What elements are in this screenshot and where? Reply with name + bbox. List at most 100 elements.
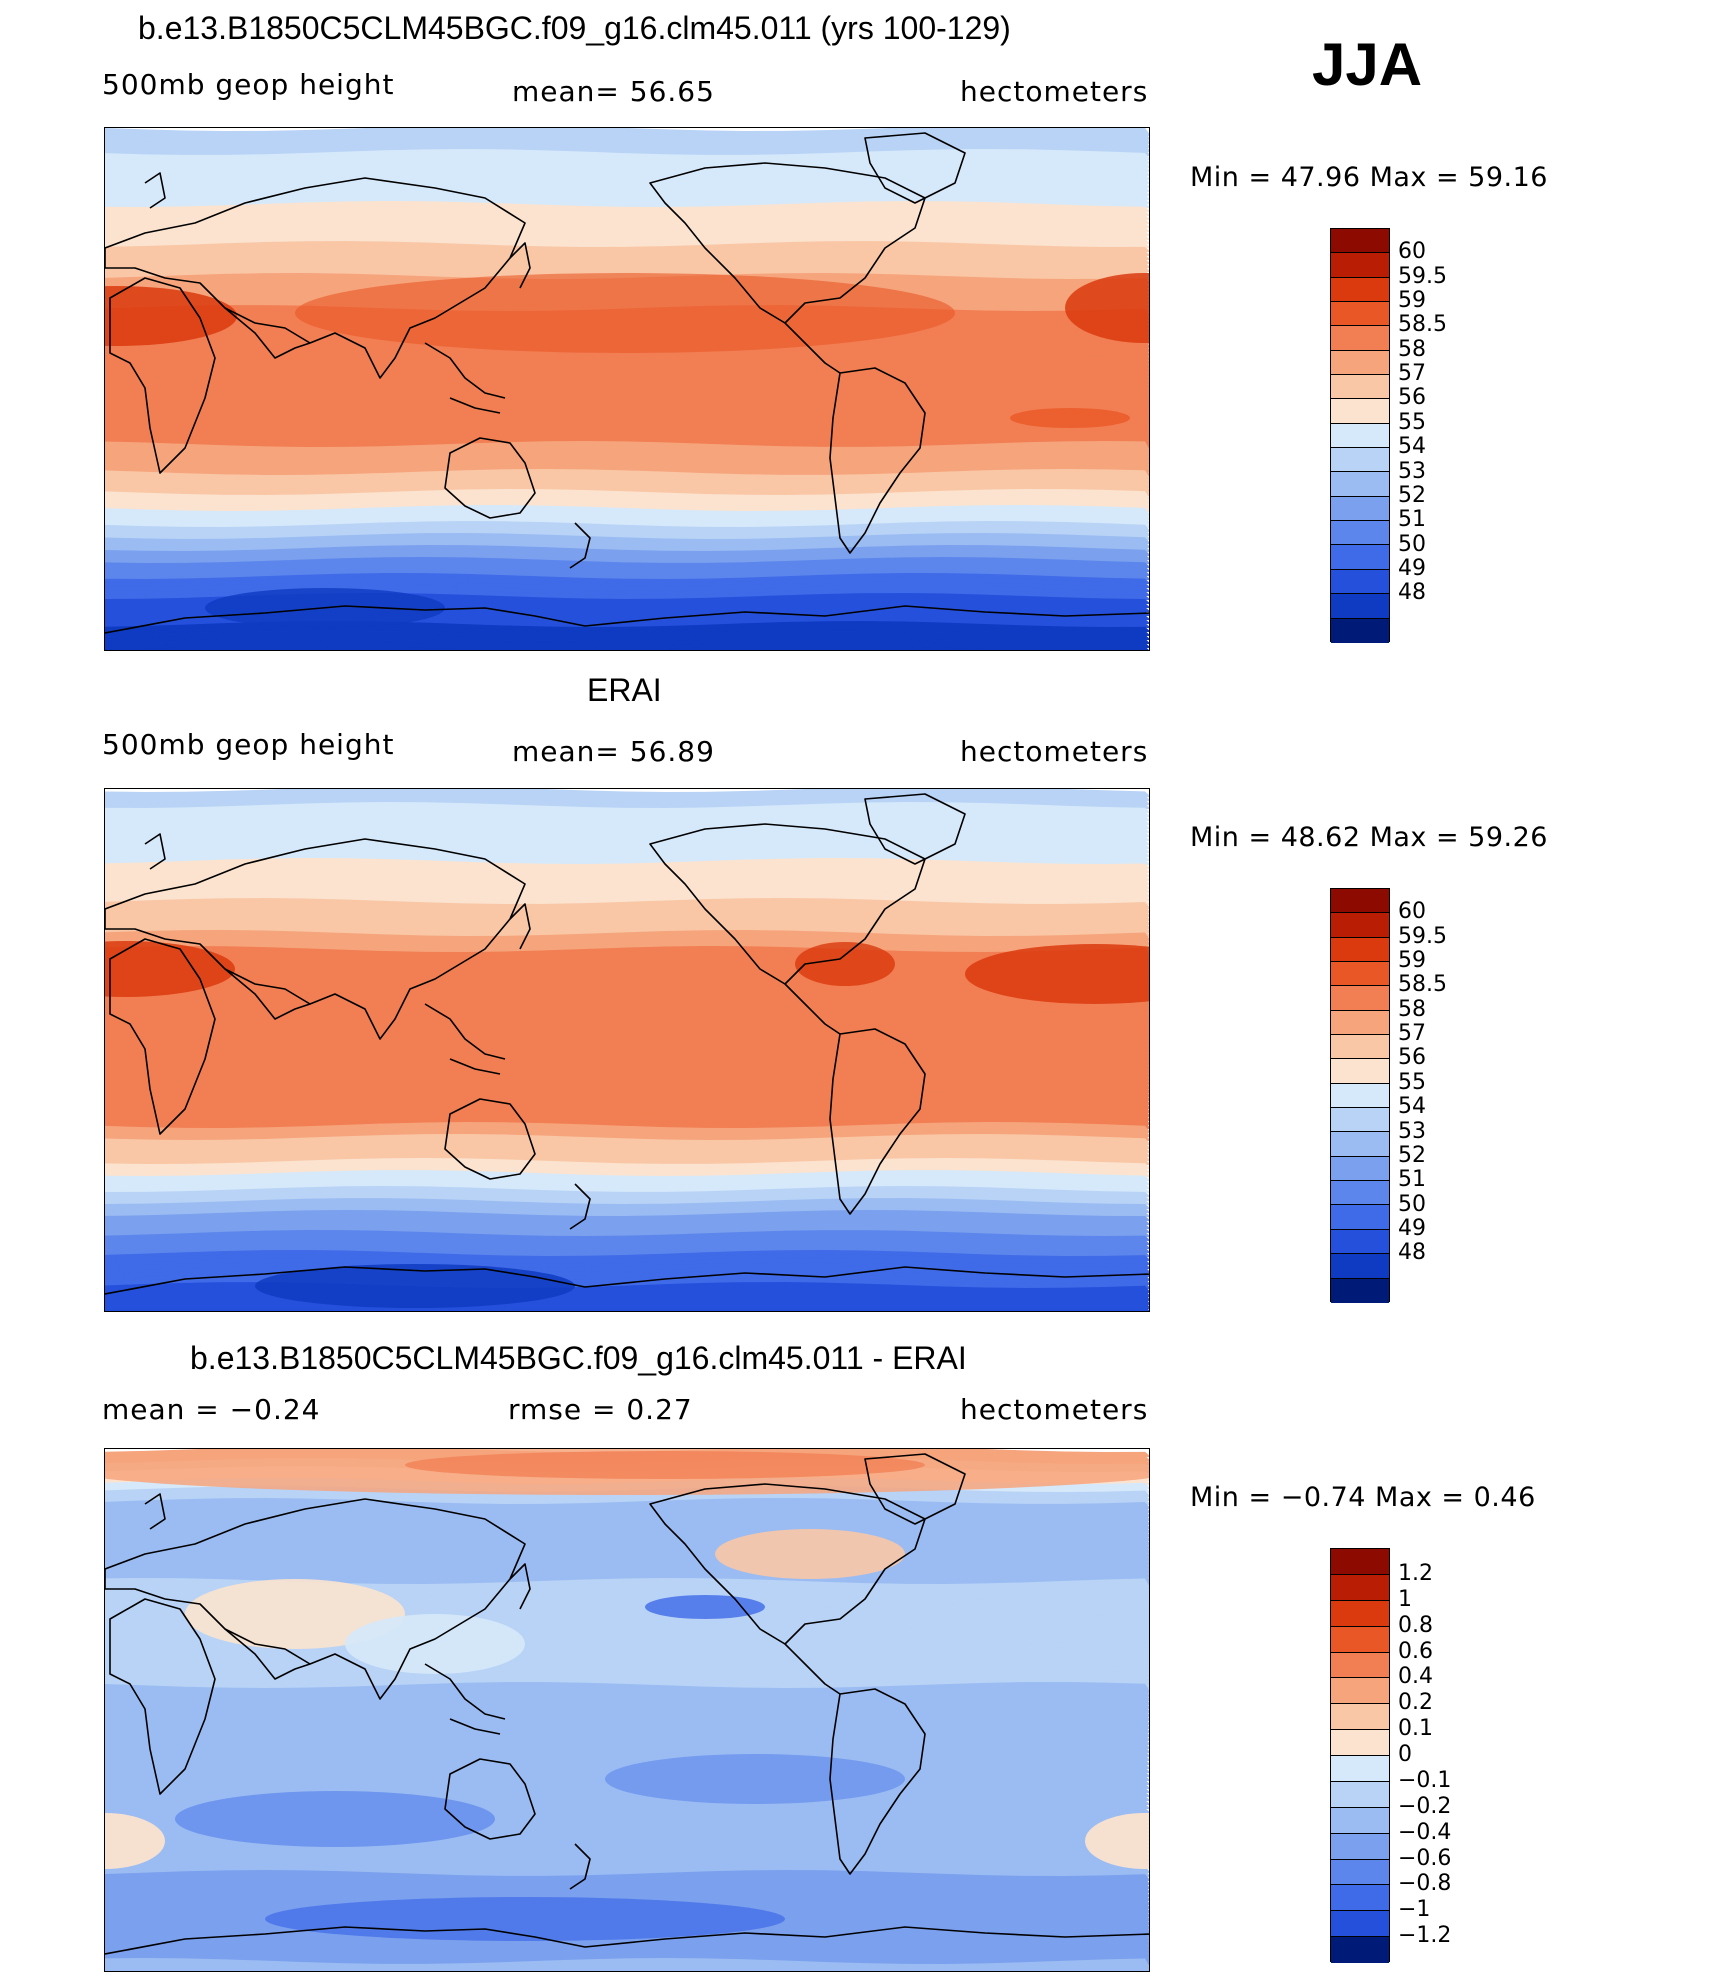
colorbar-tick-label: 0.6 [1398, 1638, 1433, 1664]
panel-2-coastline [224, 968, 311, 1020]
panel-2-contour-fills [105, 789, 1149, 1311]
colorbar-tick-label: 59 [1398, 948, 1426, 974]
panel-2-map-svg [105, 789, 1149, 1311]
panel-3-colorbar [1330, 1548, 1390, 1963]
colorbar-tick-label: 51 [1398, 1167, 1426, 1193]
colorbar-tick-label: 60 [1398, 899, 1426, 925]
colorbar-tick-label: 59.5 [1398, 923, 1447, 949]
panel-1-coastline [784, 322, 841, 374]
colorbar-tick-label: 1.2 [1398, 1560, 1433, 1586]
panel-2-band [105, 1070, 1149, 1081]
season-label: JJA [1312, 31, 1423, 98]
colorbar-tick-label: −0.4 [1398, 1819, 1452, 1845]
panel-2-min-max: Min = 48.62 Max = 59.26 [1190, 822, 1548, 853]
panel-2-map [104, 788, 1150, 1312]
panel-2-feature-atlantic-high [965, 944, 1149, 1004]
colorbar-swatch [1331, 302, 1389, 327]
panel-1-band [105, 645, 1015, 650]
colorbar-tick-label: 55 [1398, 409, 1426, 435]
colorbar-tick-label: 57 [1398, 361, 1426, 387]
colorbar-tick-label: 1 [1398, 1586, 1412, 1612]
panel-2-variable-label: 500mb geop height [102, 728, 395, 761]
panel-1-min-max: Min = 47.96 Max = 59.16 [1190, 162, 1548, 193]
colorbar-tick-label: 58 [1398, 336, 1426, 362]
colorbar-swatch [1331, 1600, 1389, 1627]
panel-3-coastline [784, 1643, 841, 1695]
colorbar-tick-label: 49 [1398, 1215, 1426, 1241]
panel-1-map [104, 127, 1150, 651]
colorbar-tick-label: 60 [1398, 239, 1426, 265]
colorbar-swatch [1331, 1859, 1389, 1886]
colorbar-swatch [1331, 569, 1389, 595]
panel-2-coastline [569, 1183, 591, 1230]
panel-1-title: b.e13.B1850C5CLM45BGC.f09_g16.clm45.011 … [138, 10, 1011, 46]
colorbar-tick-label: 57 [1398, 1021, 1426, 1047]
panel-1-coastline [224, 307, 311, 359]
colorbar-swatch [1331, 1678, 1389, 1705]
colorbar-swatch [1331, 1010, 1389, 1036]
panel-3-coastline [649, 1483, 926, 1645]
panel-2-feature-africa-high [105, 941, 235, 997]
colorbar-swatch [1331, 1626, 1389, 1653]
panel-3-feature-india-warm [345, 1614, 525, 1674]
colorbar-swatch [1331, 1549, 1389, 1575]
colorbar-tick-label: 56 [1398, 385, 1426, 411]
colorbar-tick-label: 54 [1398, 434, 1426, 460]
colorbar-swatch [1331, 1885, 1389, 1912]
panel-2-band [105, 1306, 1147, 1311]
panel-1-coastline [829, 367, 926, 554]
panel-2-mean-label: mean= 56.89 [512, 735, 715, 768]
colorbar-swatch [1331, 1156, 1389, 1182]
panel-2-band [105, 942, 1149, 953]
colorbar-tick-label: −1 [1398, 1897, 1431, 1923]
panel-1-coastlines [105, 132, 1149, 634]
colorbar-swatch [1331, 1730, 1389, 1756]
panel-2-units-label: hectometers [960, 735, 1149, 768]
panel-1-coastline [105, 177, 526, 379]
panel-3-title: b.e13.B1850C5CLM45BGC.f09_g16.clm45.011 … [190, 1340, 967, 1376]
colorbar-tick-label: 52 [1398, 482, 1426, 508]
colorbar-swatch [1331, 326, 1389, 351]
panel-1-colorbar [1330, 228, 1390, 643]
colorbar-tick-label: 51 [1398, 507, 1426, 533]
colorbar-swatch [1331, 423, 1389, 449]
colorbar-tick-label: 50 [1398, 531, 1426, 557]
colorbar-tick-label: −0.2 [1398, 1793, 1452, 1819]
panel-1-coastline [569, 522, 591, 569]
panel-1-band [105, 469, 1149, 480]
panel-2-coastline [784, 983, 841, 1035]
panel-3-feature-south-pacific-cool [605, 1754, 905, 1804]
panel-3-map-svg [105, 1449, 1149, 1971]
colorbar-swatch [1331, 1278, 1389, 1303]
colorbar-swatch [1331, 1704, 1389, 1731]
colorbar-swatch [1331, 375, 1389, 400]
panel-1-feature-atlantic-high [1065, 273, 1149, 343]
panel-2-coastline [109, 938, 216, 1135]
colorbar-tick-label: 58.5 [1398, 972, 1447, 998]
colorbar-tick-label: 53 [1398, 458, 1426, 484]
panel-2-feature-antarctic-low [255, 1264, 575, 1308]
colorbar-swatch [1331, 618, 1389, 643]
colorbar-tick-label: 58.5 [1398, 312, 1447, 338]
panel-2-coastline [444, 1098, 536, 1180]
colorbar-swatch [1331, 472, 1389, 497]
panel-3-coastline [444, 1758, 536, 1840]
colorbar-tick-label: 55 [1398, 1069, 1426, 1095]
panel-3-feature-arctic-warm-core [405, 1451, 925, 1479]
colorbar-tick-label: 48 [1398, 1240, 1426, 1266]
colorbar-swatch [1331, 1108, 1389, 1133]
colorbar-tick-label: 49 [1398, 555, 1426, 581]
colorbar-tick-label: 54 [1398, 1094, 1426, 1120]
panel-3-coastline [424, 1663, 506, 1735]
colorbar-swatch [1331, 1807, 1389, 1834]
colorbar-tick-label: 53 [1398, 1118, 1426, 1144]
colorbar-swatch [1331, 399, 1389, 424]
panel-2-coastline [105, 1266, 1149, 1295]
panel-2-band [105, 1302, 1149, 1311]
panel-3-coastlines [105, 1453, 1149, 1955]
panel-1-coastline [105, 605, 1149, 634]
panel-2-coastline [105, 838, 526, 1040]
panel-2-feature-mexico-high [795, 942, 895, 986]
panel-2-coastline [649, 823, 926, 985]
colorbar-tick-label: 0.4 [1398, 1664, 1433, 1690]
